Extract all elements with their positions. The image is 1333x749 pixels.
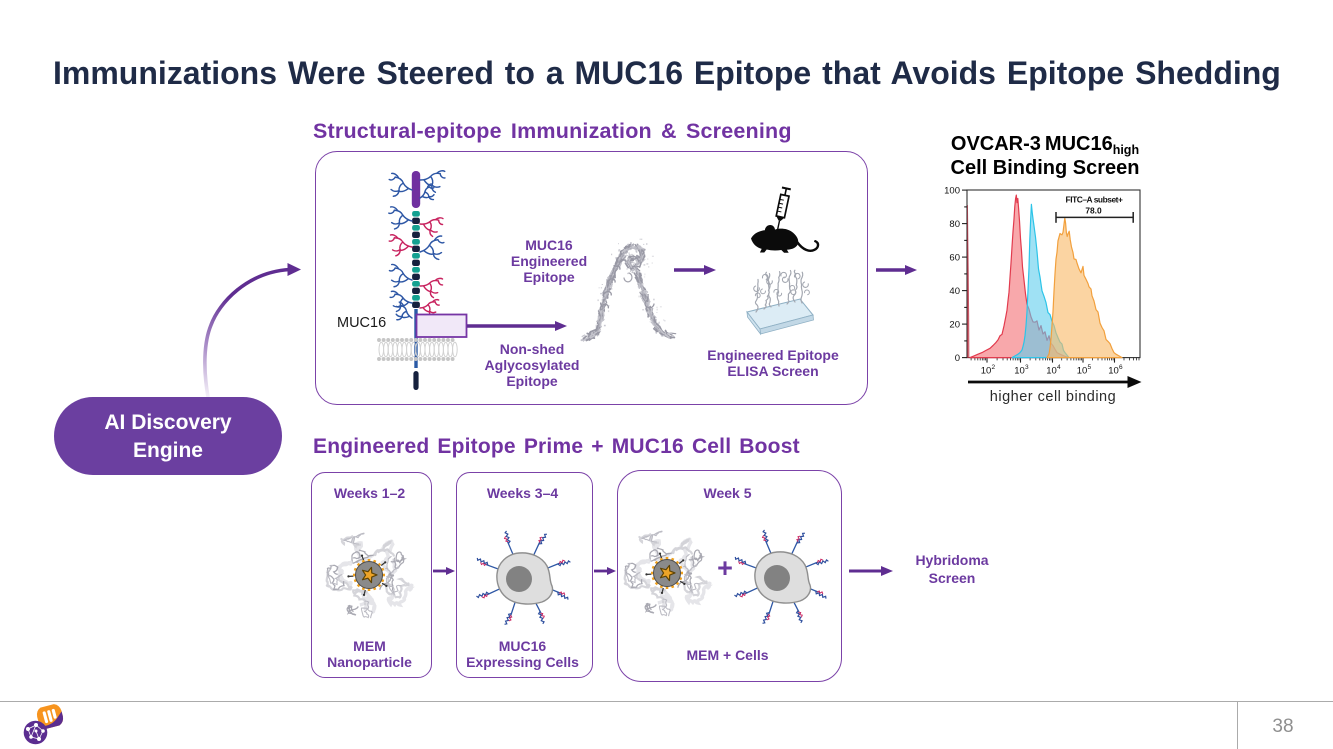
svg-text:10: 10 — [1046, 366, 1057, 377]
svg-text:60: 60 — [949, 253, 960, 264]
svg-text:78.0: 78.0 — [1085, 206, 1102, 216]
svg-text:0: 0 — [955, 353, 960, 364]
svg-text:10: 10 — [1077, 366, 1088, 377]
svg-text:40: 40 — [949, 286, 960, 297]
svg-text:4: 4 — [1057, 364, 1061, 371]
svg-text:FITC–A subset+: FITC–A subset+ — [1066, 195, 1123, 205]
svg-text:10: 10 — [1014, 366, 1025, 377]
svg-text:10: 10 — [981, 366, 992, 377]
svg-text:20: 20 — [949, 320, 960, 331]
svg-text:3: 3 — [1025, 364, 1029, 371]
svg-text:80: 80 — [949, 219, 960, 230]
svg-text:2: 2 — [992, 364, 996, 371]
svg-text:6: 6 — [1119, 364, 1123, 371]
svg-text:10: 10 — [1108, 366, 1119, 377]
svg-text:100: 100 — [944, 186, 960, 197]
svg-text:5: 5 — [1088, 364, 1092, 371]
